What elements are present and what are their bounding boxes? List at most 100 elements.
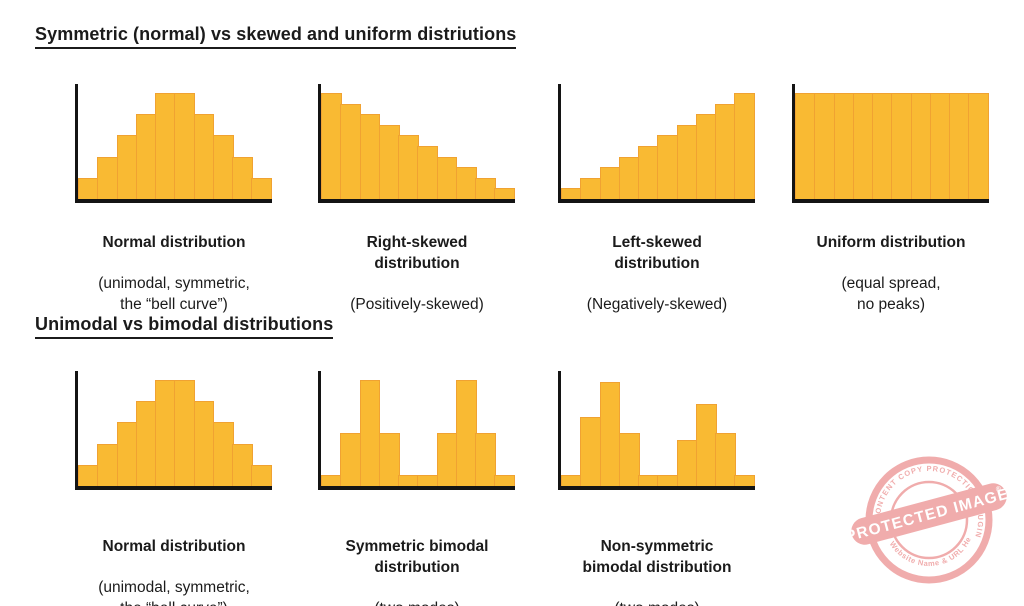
x-axis	[318, 486, 515, 490]
histogram-left-skewed	[558, 84, 755, 203]
histogram-bar	[135, 401, 157, 486]
histogram-bar	[436, 156, 458, 199]
histogram-bar	[475, 177, 496, 199]
histogram-bar	[475, 433, 496, 486]
histogram-bar	[695, 114, 717, 199]
histogram-bar	[436, 433, 458, 486]
histogram-bar	[715, 433, 736, 486]
caption-left-skewed: Left-skewed distribution (Negatively-ske…	[541, 213, 773, 336]
histogram-bar	[378, 124, 400, 199]
histogram-bar	[676, 124, 698, 199]
caption-subtitle: (unimodal, symmetric, the “bell curve”)	[98, 275, 250, 313]
section-title-unimodal-bimodal: Unimodal vs bimodal distributions	[35, 314, 334, 339]
histogram-bar	[657, 475, 678, 486]
histogram-bar	[949, 93, 970, 199]
histogram-bar	[378, 433, 400, 486]
histogram-bar	[97, 156, 118, 199]
histogram-normal-bottom	[75, 371, 272, 490]
histogram-bar	[929, 93, 951, 199]
caption-subtitle: (Positively-skewed)	[350, 295, 484, 313]
histogram-bar	[417, 146, 438, 199]
x-axis	[558, 199, 755, 203]
stamp-banner-ribbon	[851, 483, 1007, 545]
histogram-bar	[814, 93, 835, 199]
caption-title: Left-skewed distribution	[612, 234, 702, 272]
histogram-bar	[968, 93, 989, 199]
bars-normal-bottom	[78, 371, 272, 486]
histogram-normal-top	[75, 84, 272, 203]
histogram-bar	[638, 475, 659, 486]
histogram-bar	[618, 433, 640, 486]
y-axis	[558, 84, 561, 203]
caption-title: Uniform distribution	[816, 234, 966, 252]
histogram-bar	[715, 103, 736, 199]
caption-subtitle: (two modes)	[541, 599, 773, 606]
histogram-bar	[676, 440, 698, 486]
histogram-bar	[852, 93, 874, 199]
histogram-bar	[580, 417, 601, 486]
histogram-bar	[321, 93, 342, 199]
histogram-bar	[494, 188, 515, 199]
histogram-bar	[251, 177, 272, 199]
caption-title: Normal distribution	[102, 234, 246, 252]
caption-subtitle: (unimodal, symmetric, the “bell curve”)	[98, 579, 250, 606]
histogram-bar	[795, 93, 816, 199]
histogram-bar	[321, 475, 342, 486]
histogram-bar	[561, 188, 582, 199]
histogram-bar	[193, 401, 215, 486]
section-title-skewed-uniform: Symmetric (normal) vs skewed and uniform…	[35, 24, 517, 49]
protected-image-watermark-stamp: WP CONTENT COPY PROTECTION PLUGIN My Web…	[843, 434, 1011, 584]
histogram-right-skewed	[318, 84, 515, 203]
x-axis	[75, 486, 272, 490]
histogram-bar	[833, 93, 855, 199]
caption-normal-bottom: Normal distribution (unimodal, symmetric…	[58, 517, 290, 606]
histogram-bar	[78, 177, 99, 199]
histogram-bar	[638, 146, 659, 199]
histogram-bar	[359, 114, 381, 199]
x-axis	[792, 199, 989, 203]
histogram-bar	[561, 475, 582, 486]
histogram-bar	[97, 443, 118, 486]
histogram-bar	[455, 380, 477, 486]
histogram-bar	[193, 114, 215, 199]
bars-normal-top	[78, 84, 272, 199]
stamp-registered-mark: ®	[995, 484, 1003, 493]
histogram-bar	[78, 464, 99, 486]
histogram-symmetric-bimodal	[318, 371, 515, 490]
y-axis	[75, 84, 78, 203]
histogram-bar	[455, 167, 477, 199]
caption-subtitle: (Negatively-skewed)	[586, 295, 728, 313]
histogram-bar	[599, 167, 621, 199]
histogram-bar	[174, 380, 195, 486]
caption-symmetric-bimodal: Symmetric bimodal distribution (two mode…	[301, 517, 533, 606]
bars-symmetric-bimodal	[321, 371, 515, 486]
histogram-bar	[116, 422, 138, 486]
histogram-bar	[891, 93, 912, 199]
caption-title: Non-symmetric bimodal distribution	[582, 538, 732, 576]
x-axis	[558, 486, 755, 490]
histogram-bar	[212, 422, 234, 486]
bars-left-skewed	[561, 84, 755, 199]
histogram-bar	[734, 475, 755, 486]
histogram-nonsymmetric-bimodal	[558, 371, 755, 490]
caption-title: Normal distribution	[102, 538, 246, 556]
x-axis	[75, 199, 272, 203]
bars-right-skewed	[321, 84, 515, 199]
y-axis	[792, 84, 795, 203]
y-axis	[318, 371, 321, 490]
histogram-bar	[359, 380, 381, 486]
histogram-bar	[910, 93, 932, 199]
histogram-bar	[580, 177, 601, 199]
histogram-bar	[116, 135, 138, 199]
histogram-bar	[135, 114, 157, 199]
bars-nonsymmetric-bimodal	[561, 371, 755, 486]
histogram-bar	[155, 93, 176, 199]
x-axis	[318, 199, 515, 203]
y-axis	[558, 371, 561, 490]
caption-right-skewed: Right-skewed distribution (Positively-sk…	[301, 213, 533, 336]
y-axis	[75, 371, 78, 490]
y-axis	[318, 84, 321, 203]
histogram-bar	[734, 93, 755, 199]
histogram-bar	[232, 156, 253, 199]
